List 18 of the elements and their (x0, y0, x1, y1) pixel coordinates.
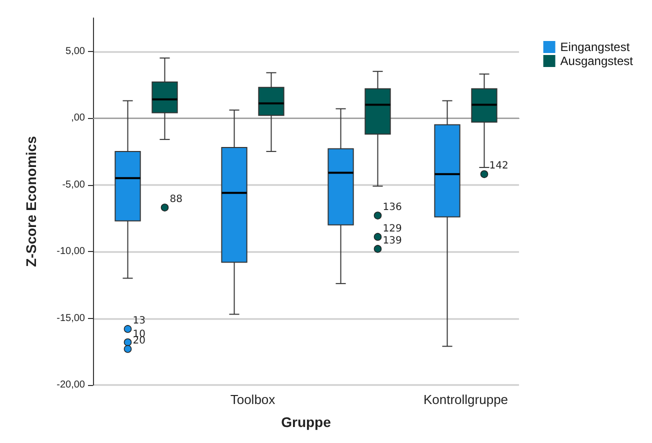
annotation: 88 (170, 194, 182, 206)
y-tick-label: -15,00 (56, 312, 86, 324)
annotation: 136 (382, 202, 402, 214)
annotation: 13 (132, 315, 146, 326)
x-tick-label: Kontrollgruppe (423, 392, 508, 407)
y-tick-label: -20,00 (56, 380, 86, 390)
legend-label: Eingangstest (560, 40, 630, 54)
legend-label: Ausgangstest (560, 54, 634, 68)
annotation: 139 (382, 235, 402, 246)
annotation: 142 (489, 160, 508, 172)
x-tick-label: Toolbox (230, 392, 276, 407)
y-tick-label: -10,00 (56, 246, 86, 258)
x-axis-title: Gruppe (281, 414, 332, 430)
annotation: 129 (382, 223, 402, 234)
y-tick-label: ,00 (71, 112, 86, 124)
y-tick-label: 5,00 (66, 46, 86, 57)
y-axis-title: Z-Score Economics (23, 136, 39, 267)
y-tick-label: -5,00 (62, 179, 86, 190)
